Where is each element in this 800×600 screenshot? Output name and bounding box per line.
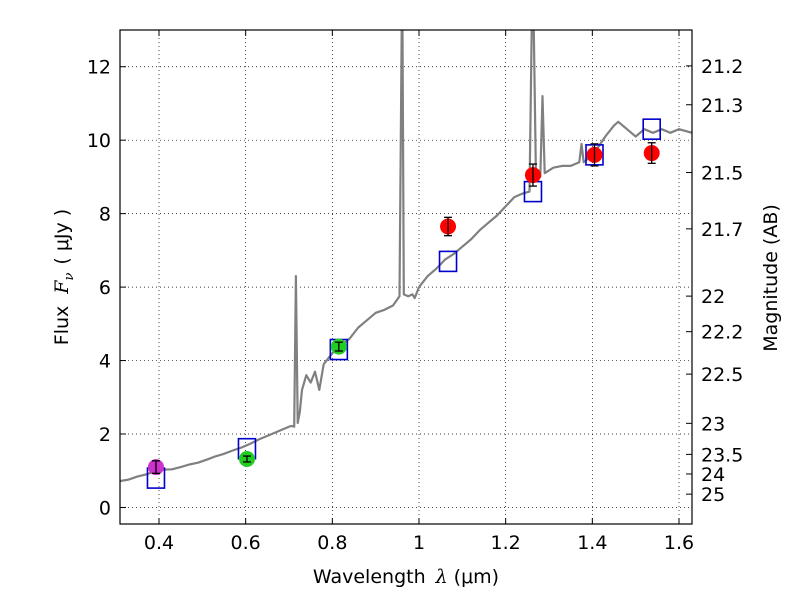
x-tick-label: 1.6 — [664, 532, 694, 554]
x-axis-unit: (μm) — [454, 566, 499, 588]
magnitude-tick-label: 22.2 — [701, 322, 743, 344]
x-tick-label: 0.4 — [144, 532, 174, 554]
y-axis-symbol: F — [51, 280, 73, 295]
y-axis-unit: ( μJy ) — [51, 209, 73, 265]
x-tick-label: 1.4 — [577, 532, 607, 554]
y2-axis-title: Magnitude (AB) — [760, 204, 782, 352]
y-tick-label: 6 — [99, 277, 111, 299]
model-photometry-square — [438, 250, 458, 273]
x-axis-symbol: λ — [435, 566, 448, 588]
plot-frame — [119, 29, 693, 525]
magnitude-tick-label: 23 — [701, 413, 725, 435]
model-photometry-square — [642, 118, 662, 140]
magnitude-tick-label: 22 — [701, 286, 725, 308]
magnitude-tick-label: 23.5 — [701, 444, 743, 466]
y-axis-subscript: ν — [62, 273, 77, 281]
magnitude-tick-label: 21.5 — [701, 163, 743, 185]
magnitude-tick-label: 21.7 — [701, 219, 743, 241]
spectrum-line — [120, 30, 692, 483]
magnitude-tick-label: 25 — [701, 484, 725, 506]
spectrum-series — [120, 30, 692, 483]
x-tick-label: 0.6 — [231, 532, 261, 554]
y-tick-label: 12 — [87, 57, 111, 79]
x-tick-label: 0.8 — [317, 532, 347, 554]
x-tick-label: 1 — [413, 532, 425, 554]
y-tick-label: 8 — [99, 204, 111, 226]
y-axis-label: Flux — [51, 306, 73, 346]
magnitude-tick-label: 22.5 — [701, 364, 743, 386]
y-tick-label: 0 — [99, 497, 111, 519]
y-tick-label: 10 — [87, 130, 111, 152]
magnitude-tick-label: 21.2 — [701, 56, 743, 78]
magnitude-tick-label: 24 — [701, 464, 725, 486]
x-tick-label: 1.2 — [491, 532, 521, 554]
magnitude-tick-label: 21.3 — [701, 95, 743, 117]
grid-lines — [120, 30, 692, 524]
y-axis-title: Flux Fν ( μJy ) — [51, 209, 77, 345]
y-tick-label: 2 — [99, 424, 111, 446]
observation-series — [147, 142, 660, 476]
x-axis-title: Wavelength λ (μm) — [313, 566, 499, 588]
x-axis-label: Wavelength — [313, 566, 426, 588]
y-tick-label: 4 — [99, 351, 111, 373]
